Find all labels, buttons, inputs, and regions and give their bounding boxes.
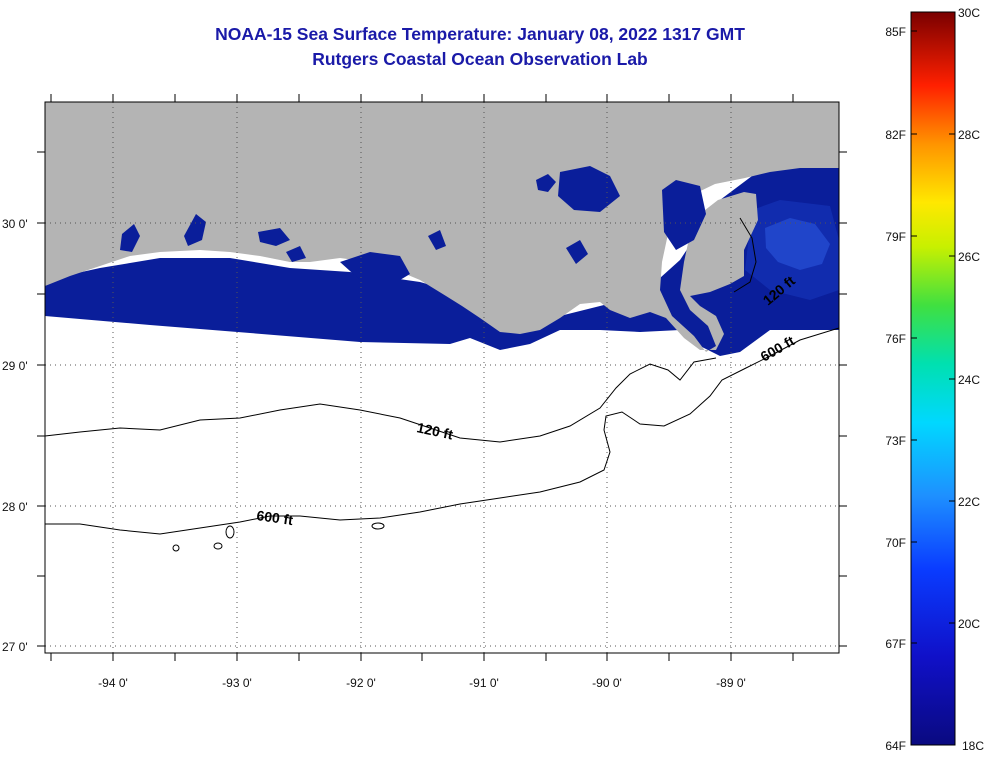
lon-label-92: -92 0' (346, 676, 376, 690)
contour-label-120ft: 120 ft (415, 419, 454, 442)
lon-label-89: -89 0' (716, 676, 746, 690)
sst-inland-patch-6 (340, 252, 410, 286)
plot-frame (44, 101, 840, 654)
graticule (45, 102, 839, 653)
title-line-2: Rutgers Coastal Ocean Observation Lab (312, 49, 648, 69)
sst-inland-patch-4 (184, 214, 206, 246)
sst-inland-patch (558, 166, 620, 212)
sst-inland-patch-2 (536, 174, 556, 192)
sst-inland-patch-8 (286, 246, 306, 262)
lat-label-30: 30 0' (2, 217, 28, 231)
contour-label-600ft: 600 ft (256, 507, 295, 528)
lat-label-29: 29 0' (2, 359, 28, 373)
lat-label-27: 27 0' (2, 640, 28, 654)
contour-120ft (45, 357, 717, 443)
sst-inland-patch-7 (566, 240, 588, 264)
axis-ticks (37, 94, 847, 661)
contour-120ft-east (733, 217, 757, 293)
map-title: NOAA-15 Sea Surface Temperature: January… (150, 22, 810, 72)
sst-inland-patch-3 (120, 224, 140, 252)
land (45, 102, 839, 352)
sst-inland-patch-9 (428, 230, 446, 250)
title-line-1: NOAA-15 Sea Surface Temperature: January… (215, 24, 745, 44)
lat-label-28: 28 0' (2, 500, 28, 514)
contour-600ft (45, 327, 839, 535)
sst-inland-patch-5 (258, 228, 290, 246)
contour-islets (172, 522, 385, 552)
lon-label-91: -91 0' (469, 676, 499, 690)
lon-label-94: -94 0' (98, 676, 128, 690)
sst-inland-patch-10 (662, 180, 706, 250)
lon-label-93: -93 0' (222, 676, 252, 690)
sst-mid-patch (745, 200, 839, 300)
lon-label-90: -90 0' (592, 676, 622, 690)
